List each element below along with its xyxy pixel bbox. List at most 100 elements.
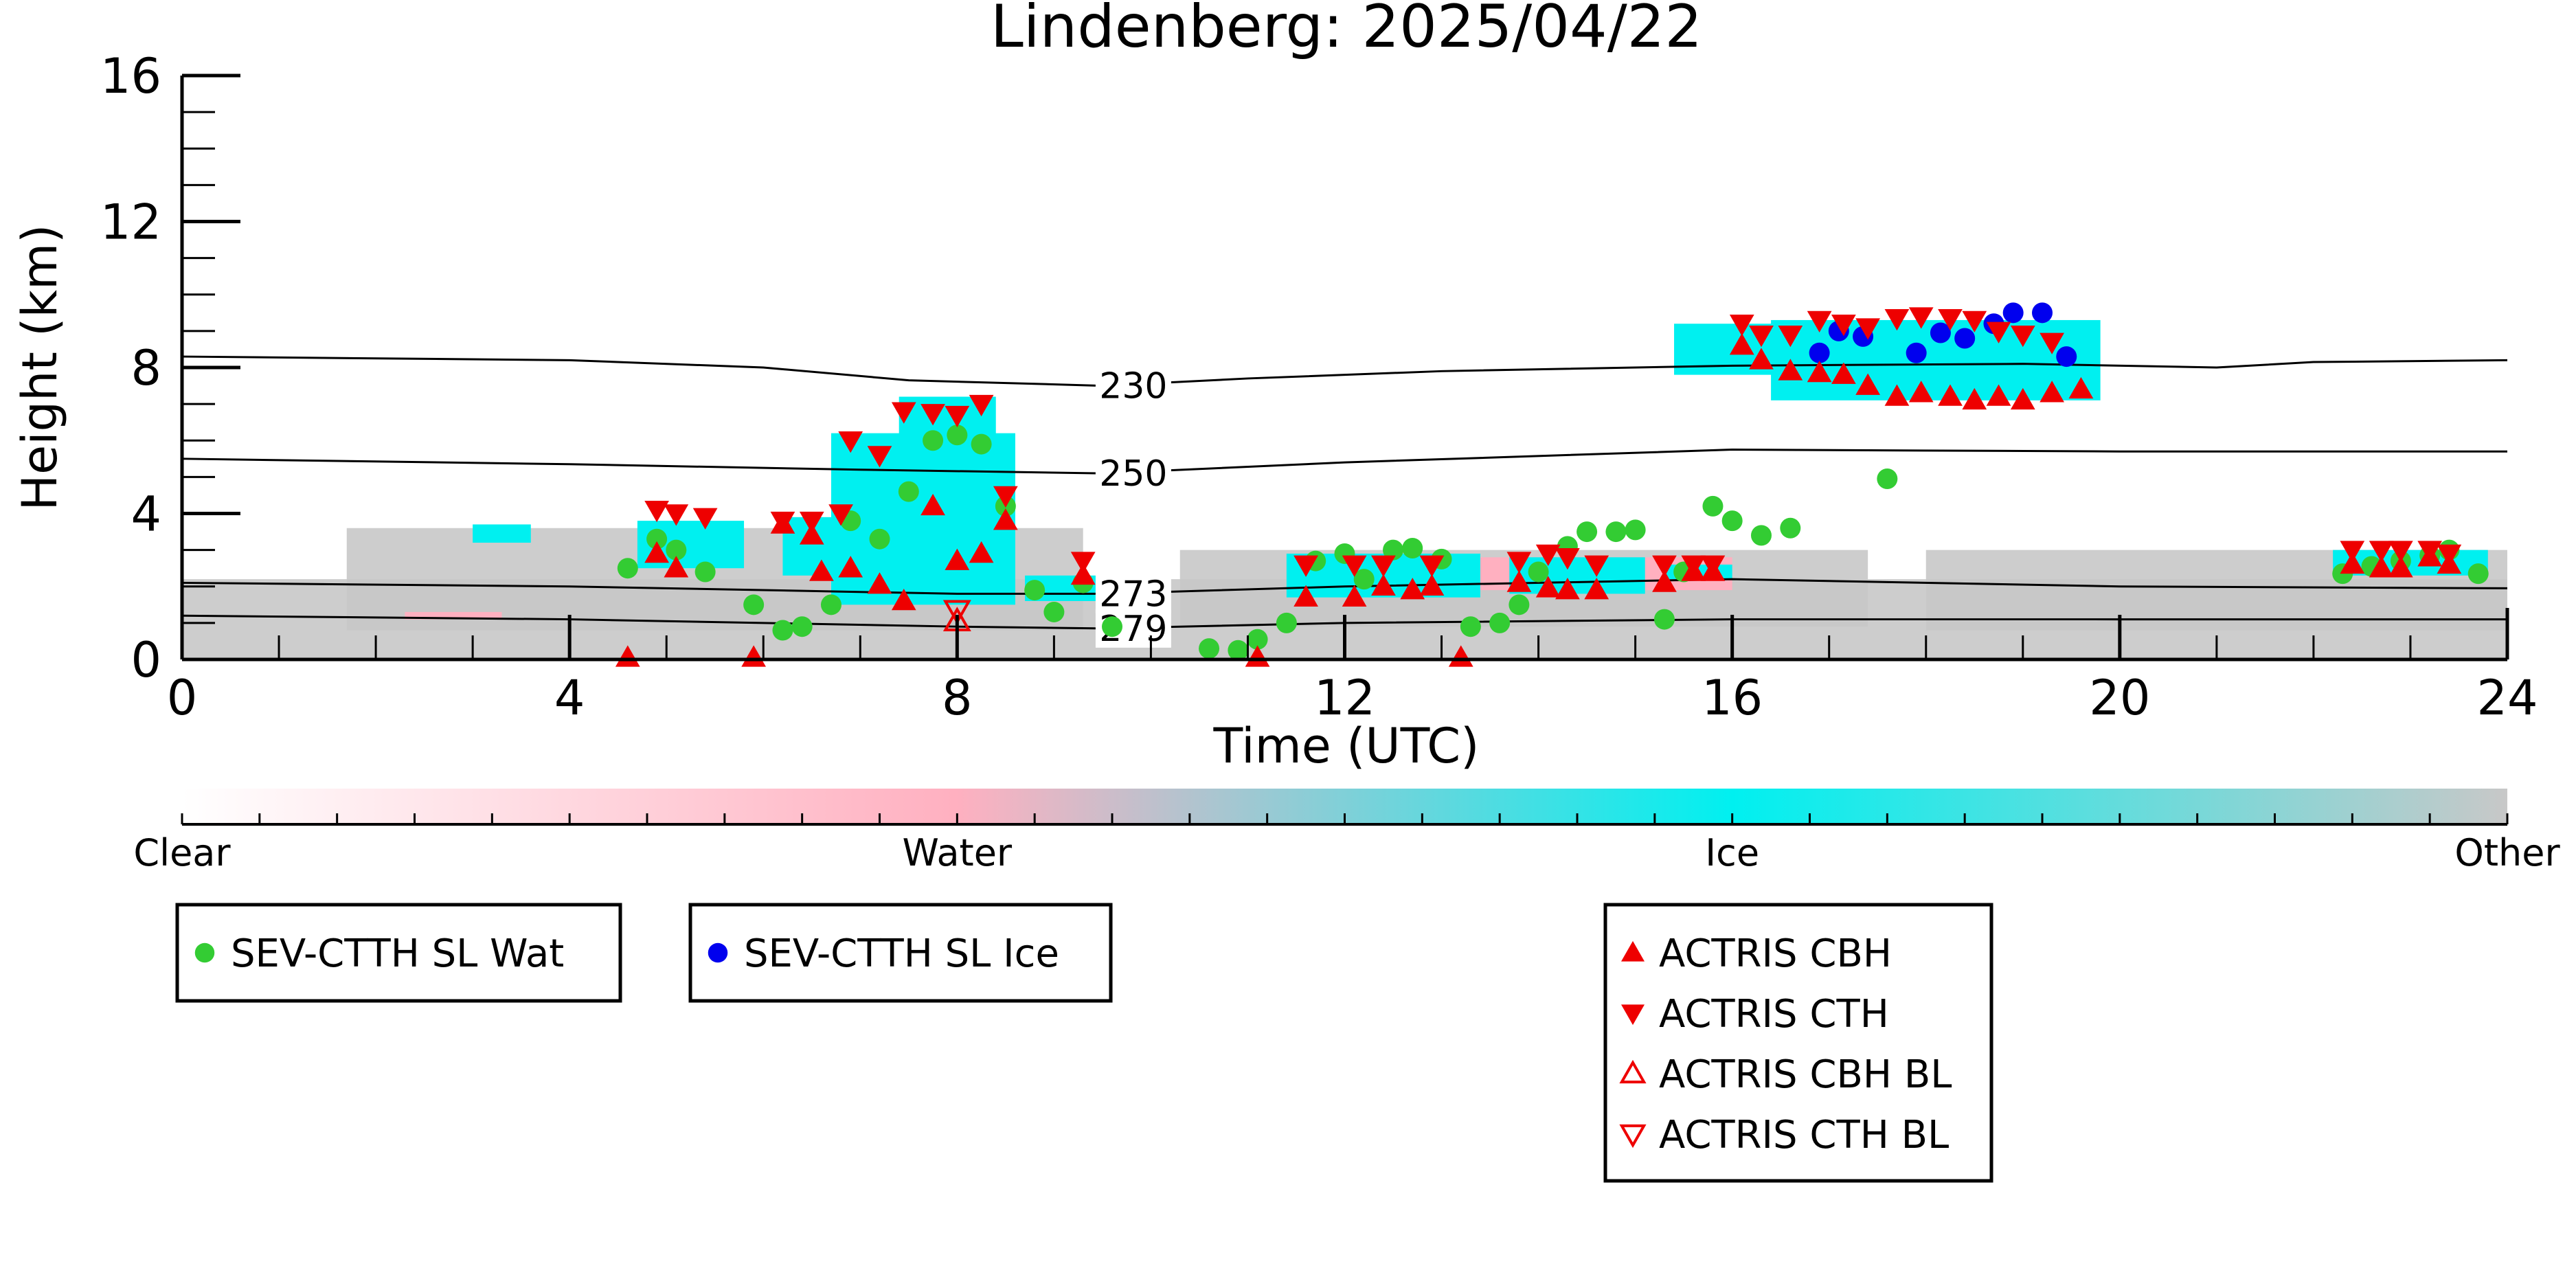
legend-frame <box>1603 903 1993 1183</box>
legend-marker <box>194 942 215 963</box>
sev-ctth-sl-wat-point <box>971 433 992 455</box>
isotherm-label: 250 <box>1099 453 1167 495</box>
actris-cth-point <box>1584 555 1609 577</box>
actris-cth-point <box>2040 332 2064 354</box>
cloud-region-ice <box>473 524 531 543</box>
actris-cbh-point <box>1855 373 1880 395</box>
colorbar-label: Clear <box>133 831 231 874</box>
x-tick-label: 8 <box>942 670 973 726</box>
legend-label: ACTRIS CTH BL <box>1659 1113 1949 1157</box>
sev-ctth-sl-wat-point <box>1247 629 1268 650</box>
isotherm-label: 230 <box>1099 366 1167 407</box>
sev-ctth-sl-wat-point <box>1043 601 1065 622</box>
chart-title: Lindenberg: 2025/04/22 <box>991 0 1702 61</box>
legend-marker <box>1619 1124 1647 1149</box>
actris-cbh-point <box>741 645 767 667</box>
actris-cth-point <box>2388 541 2413 563</box>
isotherm-line <box>181 578 2508 595</box>
actris-cth-point <box>1700 555 1726 577</box>
actris-cbh-point <box>1908 381 1934 403</box>
isotherm-line <box>181 355 2508 387</box>
actris-cbh-point <box>1938 384 1963 406</box>
actris-cbh-point <box>891 588 916 611</box>
sev-ctth-sl-ice-point <box>1906 342 1927 363</box>
sev-ctth-sl-wat-point <box>646 528 668 550</box>
actris-cbh-point <box>809 559 834 581</box>
actris-cth-point <box>664 504 689 526</box>
actris-cbh-point <box>2340 552 2365 574</box>
sev-ctth-sl-ice-point <box>1930 322 1951 343</box>
actris-cth-point <box>828 504 853 526</box>
actris-cbh-point <box>664 556 689 578</box>
cloud-region-ice <box>899 396 996 532</box>
actris-cbh-point <box>615 645 640 667</box>
sev-ctth-sl-wat-point <box>1024 580 1046 601</box>
legend-label: SEV-CTTH SL Ice <box>744 931 1059 976</box>
actris-cbh-point <box>644 541 669 563</box>
actris-cbh-point <box>1245 645 1270 667</box>
actris-cth-point <box>1293 555 1318 577</box>
sev-ctth-sl-wat-point <box>1102 616 1122 637</box>
actris-cbh-point <box>1584 578 1609 600</box>
actris-cth-point <box>2340 541 2365 563</box>
actris-cbh-point <box>1778 359 1803 381</box>
actris-cth-point <box>993 486 1018 508</box>
actris-cbh-point <box>1962 387 1987 410</box>
sev-ctth-sl-wat-point <box>1750 525 1772 546</box>
plot-axes: Lindenberg: 2025/04/22 Time (UTC) Height… <box>12 0 2538 774</box>
colorbar: Clear Water Ice Other <box>133 789 2560 874</box>
actris-cth-point <box>2369 541 2394 563</box>
actris-cth-point <box>1778 325 1803 348</box>
sev-ctth-sl-wat-point <box>694 561 716 583</box>
sev-ctth-sl-wat-point <box>1460 616 1481 637</box>
actris-cbh-point <box>1986 384 2011 406</box>
actris-cbh-point <box>799 523 824 545</box>
actris-cbh-point <box>1807 360 1832 383</box>
actris-cth-point <box>1419 555 1445 577</box>
y-tick-label: 8 <box>131 340 161 396</box>
colorbar-label: Water <box>903 831 1013 874</box>
legend-label: ACTRIS CBH BL <box>1659 1052 1952 1097</box>
actris-cbh-point <box>867 572 892 594</box>
sev-ctth-sl-wat-point <box>1228 640 1249 661</box>
actris-cth-point <box>770 511 795 534</box>
x-tick-label: 24 <box>2476 670 2538 726</box>
actris-cbh-point <box>838 556 863 578</box>
actris-cth-point <box>1986 321 2011 343</box>
actris-cth-point <box>1855 318 1880 340</box>
actris-cth-point <box>1070 552 1096 574</box>
actris-cbh-point <box>1535 576 1561 598</box>
colorbar-label: Other <box>2454 831 2560 874</box>
actris-cth-point <box>2010 325 2035 348</box>
sev-ctth-sl-wat-point <box>1528 561 1549 583</box>
actris-cbh-point <box>1506 570 1532 592</box>
y-tick-label: 4 <box>131 486 161 543</box>
sev-ctth-sl-wat-point <box>1577 521 1598 543</box>
legend-label: SEV-CTTH SL Wat <box>231 931 564 976</box>
actris-cth-point <box>1962 310 1987 332</box>
actris-cth-point <box>1371 555 1396 577</box>
x-axis-label: Time (UTC) <box>1213 718 1480 774</box>
x-tick-label: 0 <box>167 670 198 726</box>
isotherm-line <box>181 449 2507 475</box>
x-tick-label: 12 <box>1314 670 1375 726</box>
legend-box: ACTRIS CBH ACTRIS CTH ACTRIS CBH BL ACTRIS … <box>1603 903 1993 1183</box>
sev-ctth-sl-wat-point <box>1721 510 1743 532</box>
y-axis-label: Height (km) <box>12 225 68 511</box>
sev-ctth-sl-wat-point <box>1353 569 1375 590</box>
actris-cth-point <box>1652 555 1677 577</box>
actris-cth-point <box>1729 315 1754 337</box>
actris-cbh-point <box>1884 384 1910 406</box>
y-tick-label: 16 <box>100 48 161 104</box>
isotherm-label: 273 <box>1099 574 1167 615</box>
actris-cth-point <box>1831 315 1856 337</box>
sev-ctth-sl-ice-point <box>1809 342 1830 363</box>
actris-cth-point <box>1938 309 1963 331</box>
actris-cbh-point <box>1293 585 1318 607</box>
legend-frame <box>175 903 622 1003</box>
actris-cbh-point <box>1831 362 1856 384</box>
legend-label: ACTRIS CTH <box>1659 992 1889 1037</box>
sev-ctth-sl-wat-point <box>791 616 813 637</box>
sev-ctth-sl-wat-point <box>1509 594 1530 615</box>
sev-ctth-sl-wat-point <box>666 539 687 561</box>
